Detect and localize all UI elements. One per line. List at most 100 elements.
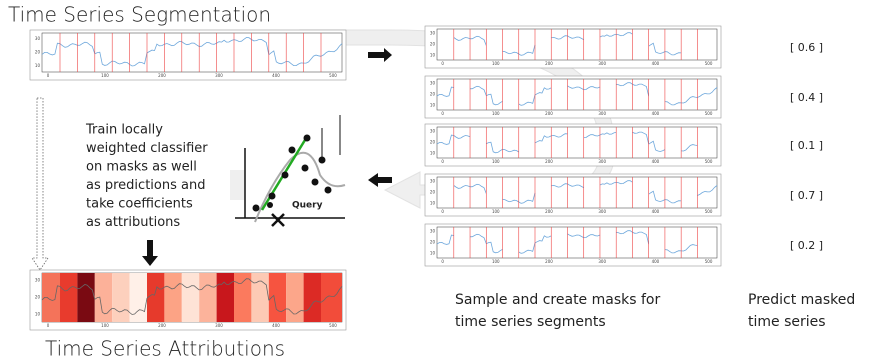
caption-line: time series (748, 314, 826, 330)
x-tick-label: 400 (652, 111, 660, 116)
explanation-line: weighted classifier (86, 141, 208, 156)
x-tick-label: 500 (329, 323, 337, 328)
series-line (648, 42, 666, 54)
series-line (303, 300, 322, 312)
series-line (681, 96, 698, 104)
y-tick-label: 30 (430, 31, 436, 36)
series-line (41, 42, 61, 56)
series-line (77, 41, 96, 55)
series-line (233, 37, 252, 42)
y-tick-label: 30 (35, 277, 41, 282)
y-tick-label: 20 (430, 140, 436, 145)
attribution-cell (77, 273, 95, 322)
x-tick-label: 0 (47, 73, 50, 78)
x-tick-label: 400 (272, 323, 280, 328)
series-line (251, 38, 270, 55)
series-line (551, 35, 568, 40)
series-line (632, 231, 650, 245)
caption-line: Sample and create masks for (455, 292, 660, 308)
attribution-cell (42, 273, 60, 322)
explanation-line: as attributions (86, 215, 180, 230)
series-line (453, 37, 471, 41)
x-tick-label: 300 (215, 323, 223, 328)
y-tick-label: 10 (35, 312, 41, 317)
series-line (303, 54, 322, 64)
prediction: [ 0.4 ] (790, 91, 823, 104)
series-line (486, 241, 503, 254)
x-tick-label: 0 (441, 111, 444, 116)
x-tick-label: 500 (705, 61, 713, 66)
attribution-cell (199, 273, 217, 322)
x-tick-label: 400 (652, 259, 660, 264)
series-line (616, 82, 633, 87)
series-line (320, 286, 343, 303)
series-line (112, 307, 130, 313)
series-line (567, 35, 584, 41)
x-tick-label: 400 (272, 73, 280, 78)
series-line (632, 131, 650, 145)
series-line (453, 185, 471, 189)
series-line (486, 141, 503, 154)
series-line (599, 33, 617, 38)
x-tick-label: 500 (705, 209, 713, 214)
x-tick-label: 400 (652, 209, 660, 214)
explanation-line: Train locally (85, 123, 163, 138)
plot-area (41, 32, 343, 73)
y-tick-label: 30 (430, 81, 436, 86)
y-tick-label: 20 (430, 92, 436, 97)
series-line (583, 134, 601, 139)
x-tick-label: 100 (101, 73, 109, 78)
series-line (567, 85, 584, 91)
series-line (181, 283, 200, 291)
series-line (129, 298, 148, 315)
plot-area (436, 176, 718, 209)
attribution-cell (60, 273, 78, 322)
attribution-cell (147, 273, 165, 322)
series-line (567, 183, 584, 189)
series-line (518, 242, 536, 254)
attribution-cell (286, 273, 304, 322)
series-line (664, 51, 682, 56)
series-line (599, 181, 617, 186)
series-line (551, 183, 568, 188)
x-tick-label: 500 (705, 111, 713, 116)
series-line (129, 52, 148, 67)
x-tick-label: 100 (492, 111, 500, 116)
x-tick-label: 0 (441, 159, 444, 164)
series-line (233, 278, 252, 285)
series-line (616, 230, 633, 235)
x-tick-label: 0 (47, 323, 50, 328)
series-line (534, 87, 552, 96)
y-tick-label: 30 (430, 179, 436, 184)
x-tick-label: 400 (652, 159, 660, 164)
x-tick-label: 200 (545, 259, 553, 264)
x-tick-label: 0 (441, 259, 444, 264)
attribution-cell (303, 273, 321, 322)
series-line (697, 185, 718, 196)
series-line (648, 140, 666, 152)
x-tick-label: 400 (652, 61, 660, 66)
series-line (146, 286, 165, 299)
series-line (216, 39, 235, 44)
explanation-line: as predictions and (86, 178, 205, 193)
series-line (146, 43, 165, 54)
attribution-cell (234, 273, 252, 322)
series-line (502, 198, 520, 203)
series-line (664, 249, 682, 254)
series-line (286, 61, 304, 66)
attribution-cell (129, 273, 147, 322)
y-tick-label: 10 (430, 52, 436, 57)
x-tick-label: 500 (705, 259, 713, 264)
y-tick-label: 10 (430, 250, 436, 255)
attribution-cell (112, 273, 130, 322)
plot-area (436, 28, 718, 61)
series-line (164, 41, 182, 47)
series-line (286, 308, 304, 315)
plot-area (436, 226, 718, 259)
x-tick-label: 300 (598, 61, 606, 66)
y-tick-label: 30 (35, 36, 41, 41)
series-line (94, 296, 113, 315)
x-tick-label: 500 (329, 73, 337, 78)
